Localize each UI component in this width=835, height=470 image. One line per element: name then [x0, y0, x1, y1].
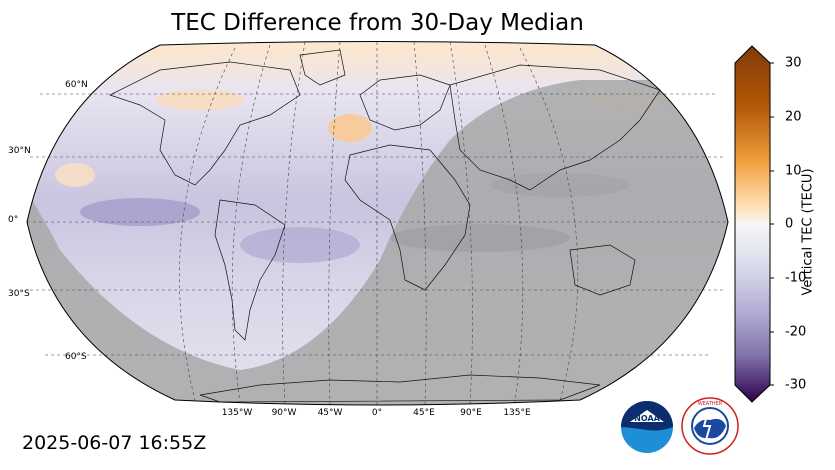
- lon-label-90w: 90°W: [271, 408, 297, 418]
- south-america: [214, 199, 286, 341]
- colorbar-tick-neg10: -10: [785, 270, 807, 286]
- tec-field: [27, 41, 728, 405]
- map-title: TEC Difference from 30-Day Median: [171, 10, 584, 36]
- colorbar: [734, 45, 774, 403]
- europe: [359, 74, 451, 131]
- coastlines: [109, 49, 661, 403]
- colorbar-tick-neg20: -20: [785, 324, 807, 340]
- noaa-logo: NOAA: [621, 401, 673, 453]
- lon-label-45e: 45°E: [413, 408, 435, 418]
- world-map: [26, 41, 729, 406]
- night-shade: [27, 41, 728, 405]
- lon-label-135w: 135°W: [221, 408, 253, 418]
- lat-label-60s: 60°S: [65, 352, 87, 362]
- colorbar-tick-neg30: -30: [785, 377, 807, 393]
- australia: [569, 244, 636, 296]
- colorbar-tick-30: 30: [785, 55, 802, 71]
- colorbar-tick-10: 10: [785, 163, 802, 179]
- north-america: [109, 61, 301, 186]
- lon-label-0: 0°: [371, 408, 383, 418]
- lon-label-45w: 45°W: [317, 408, 343, 418]
- antarctica: [199, 374, 601, 403]
- asia: [449, 64, 661, 191]
- lat-label-30n: 30°N: [8, 146, 31, 156]
- lat-label-60n: 60°N: [65, 80, 88, 90]
- lon-label-135e: 135°E: [503, 408, 531, 418]
- graticule: [27, 41, 728, 406]
- colorbar-tick-20: 20: [785, 109, 802, 125]
- lat-label-eq: 0°: [8, 215, 19, 225]
- svg-text:NOAA: NOAA: [634, 414, 660, 423]
- lat-label-30s: 30°S: [8, 289, 30, 299]
- greenland: [299, 49, 346, 86]
- africa: [344, 144, 471, 291]
- colorbar-tick-0: 0: [785, 216, 794, 232]
- colorbar-label: Vertical TEC (TECU): [800, 168, 816, 296]
- timestamp: 2025-06-07 16:55Z: [22, 432, 207, 454]
- svg-text:WEATHER: WEATHER: [698, 401, 723, 407]
- lon-label-90e: 90°E: [460, 408, 482, 418]
- globe-border: [26, 41, 729, 406]
- nws-logo: WEATHER: [681, 397, 739, 455]
